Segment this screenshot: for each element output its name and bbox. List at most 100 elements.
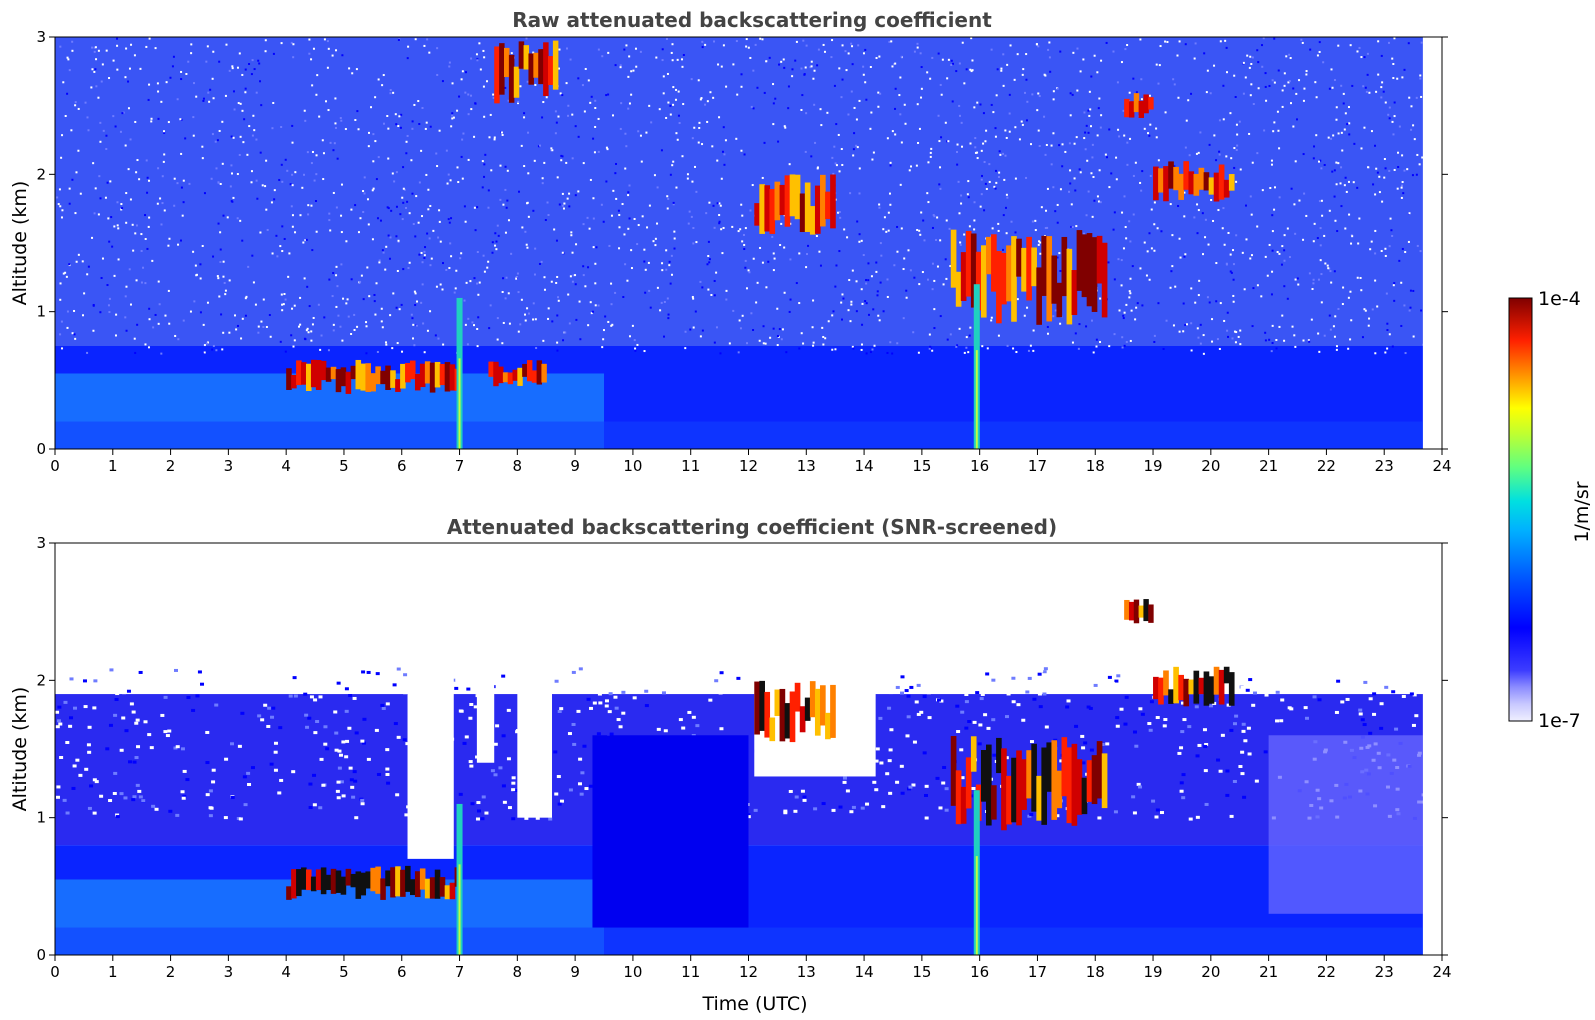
noise-speck [747, 46, 750, 49]
noise-speck [147, 98, 150, 101]
noise-speck [1182, 302, 1185, 305]
noise-speck [570, 234, 573, 237]
noise-speck [746, 815, 751, 819]
noise-speck [466, 687, 471, 691]
noise-speck [502, 203, 505, 206]
noise-speck [708, 258, 711, 261]
noise-speck [1021, 123, 1024, 126]
noise-speck [1328, 314, 1331, 317]
noise-speck [1172, 78, 1175, 81]
noise-speck [1283, 285, 1286, 288]
noise-speck [1360, 147, 1363, 150]
noise-speck [251, 254, 254, 257]
noise-speck [303, 692, 308, 696]
noise-speck [722, 126, 725, 129]
noise-speck [717, 63, 720, 66]
feature-cell [365, 363, 371, 392]
noise-speck [1006, 196, 1009, 199]
noise-speck [1247, 752, 1252, 756]
noise-speck [1138, 707, 1143, 711]
noise-speck [140, 233, 143, 236]
noise-speck [1386, 322, 1389, 325]
noise-speck [527, 215, 530, 218]
noise-speck [333, 710, 338, 714]
noise-speck [1135, 306, 1138, 309]
noise-speck [1059, 269, 1062, 272]
noise-speck [1117, 258, 1120, 261]
x-tick-label: 14 [855, 963, 874, 981]
noise-speck [819, 264, 822, 267]
noise-speck [939, 166, 942, 169]
noise-speck [139, 67, 142, 70]
noise-speck [1016, 53, 1019, 56]
noise-speck [219, 260, 222, 263]
noise-speck [357, 231, 360, 234]
noise-speck [1202, 728, 1207, 732]
noise-speck [187, 60, 190, 63]
noise-speck [740, 85, 743, 88]
noise-speck [1351, 235, 1354, 238]
noise-speck [1169, 203, 1172, 206]
noise-speck [981, 174, 984, 177]
noise-speck [997, 222, 1000, 225]
noise-speck [1121, 336, 1124, 339]
feature-cell [1138, 100, 1145, 118]
noise-speck [1283, 259, 1286, 262]
noise-speck [893, 264, 896, 267]
noise-speck [58, 722, 63, 726]
noise-speck [454, 287, 457, 290]
noise-speck [718, 691, 723, 695]
noise-speck [960, 194, 963, 197]
noise-speck [154, 807, 159, 811]
noise-speck [395, 171, 398, 174]
noise-speck [592, 217, 595, 220]
noise-speck [331, 54, 334, 57]
noise-speck [502, 800, 507, 804]
noise-speck [584, 67, 587, 70]
noise-speck [265, 159, 268, 162]
noise-speck [148, 216, 151, 219]
noise-speck [1401, 154, 1404, 157]
noise-speck [571, 722, 576, 726]
feature-cell [291, 869, 297, 899]
noise-speck [211, 768, 216, 772]
noise-speck [673, 247, 676, 250]
noise-speck [1392, 77, 1395, 80]
noise-speck [479, 68, 482, 71]
noise-speck [1031, 93, 1034, 96]
noise-speck [160, 223, 163, 226]
noise-speck [958, 104, 961, 107]
noise-speck [389, 89, 392, 92]
noise-speck [1257, 87, 1260, 90]
feature-cell [1056, 282, 1063, 318]
noise-speck [708, 201, 711, 204]
noise-speck [273, 768, 278, 772]
noise-speck [1113, 278, 1116, 281]
noise-speck [310, 339, 313, 342]
noise-speck [274, 668, 279, 672]
noise-speck [128, 268, 131, 271]
noise-speck [618, 247, 621, 250]
noise-speck [481, 186, 484, 189]
noise-speck [451, 112, 454, 115]
noise-speck [578, 667, 583, 671]
noise-speck [467, 113, 470, 116]
noise-speck [986, 347, 989, 350]
noise-speck [628, 217, 631, 220]
noise-speck [1120, 686, 1125, 690]
noise-speck [1229, 728, 1234, 732]
noise-speck [1414, 714, 1419, 718]
noise-speck [788, 163, 791, 166]
noise-speck [87, 725, 92, 729]
noise-speck [208, 814, 213, 818]
noise-speck [411, 317, 414, 320]
noise-speck [416, 300, 419, 303]
noise-speck [418, 181, 421, 184]
noise-speck [1403, 169, 1406, 172]
noise-speck [195, 95, 198, 98]
noise-speck [310, 162, 313, 165]
noise-speck [739, 327, 742, 330]
feature-cell [1086, 233, 1093, 307]
noise-speck [1088, 706, 1093, 710]
noise-speck [740, 73, 743, 76]
